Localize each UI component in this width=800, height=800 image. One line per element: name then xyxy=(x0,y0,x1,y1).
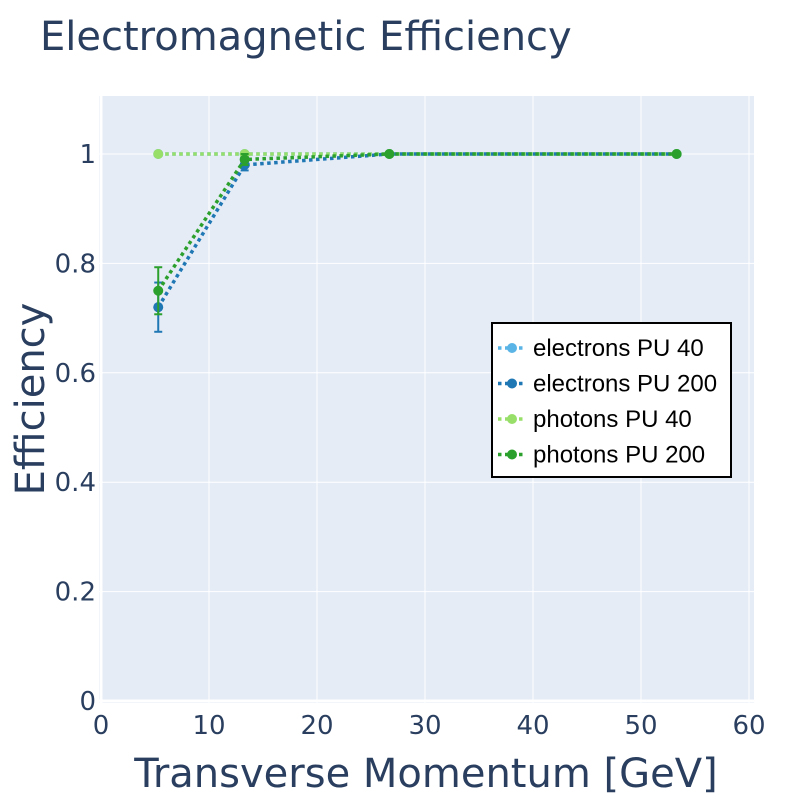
y-tick-labels: 0 0.2 0.4 0.6 0.8 1 xyxy=(55,140,96,717)
x-tick-label: 20 xyxy=(300,711,333,741)
series-layer xyxy=(153,149,682,333)
data-point xyxy=(239,154,250,165)
x-tick-label: 50 xyxy=(624,711,657,741)
chart-title: Electromagnetic Efficiency xyxy=(40,14,572,60)
legend-swatch-marker xyxy=(507,378,517,389)
legend-label: photons PU 40 xyxy=(533,406,692,433)
legend-box xyxy=(491,322,732,478)
legend-label: electrons PU 40 xyxy=(533,335,704,362)
legend: electrons PU 40 electrons PU 200 photons P… xyxy=(491,322,732,478)
x-tick-label: 10 xyxy=(192,711,225,741)
y-tick-label: 0.6 xyxy=(55,359,96,389)
data-point xyxy=(153,149,164,159)
legend-swatch-marker xyxy=(507,414,517,424)
series-line xyxy=(156,152,677,292)
series-photons-pu-200 xyxy=(153,149,682,316)
legend-swatch-marker xyxy=(507,343,517,353)
legend-swatch-marker xyxy=(507,449,517,460)
legend-item: electrons PU 200 xyxy=(498,371,717,398)
series-line xyxy=(156,152,677,309)
y-tick-label: 0.4 xyxy=(55,468,96,498)
y-tick-label: 1 xyxy=(79,140,96,170)
data-point xyxy=(384,149,395,159)
y-tick-label: 0 xyxy=(79,687,96,717)
x-tick-labels: 0 10 20 30 40 50 60 xyxy=(93,711,766,741)
legend-item: electrons PU 40 xyxy=(498,335,704,362)
x-axis-title: Transverse Momentum [GeV] xyxy=(133,751,717,797)
legend-item: photons PU 200 xyxy=(498,442,705,469)
legend-label: photons PU 200 xyxy=(533,442,705,469)
y-axis-title: Efficiency xyxy=(8,303,54,496)
legend-label: electrons PU 200 xyxy=(533,371,717,398)
legend-item: photons PU 40 xyxy=(498,406,692,433)
y-tick-label: 0.2 xyxy=(55,578,96,608)
x-tick-label: 0 xyxy=(93,711,110,741)
x-tick-label: 60 xyxy=(732,711,765,741)
x-tick-label: 40 xyxy=(516,711,549,741)
y-tick-label: 0.8 xyxy=(55,249,96,279)
data-point xyxy=(153,285,164,296)
data-point xyxy=(671,149,682,159)
x-tick-label: 30 xyxy=(408,711,441,741)
